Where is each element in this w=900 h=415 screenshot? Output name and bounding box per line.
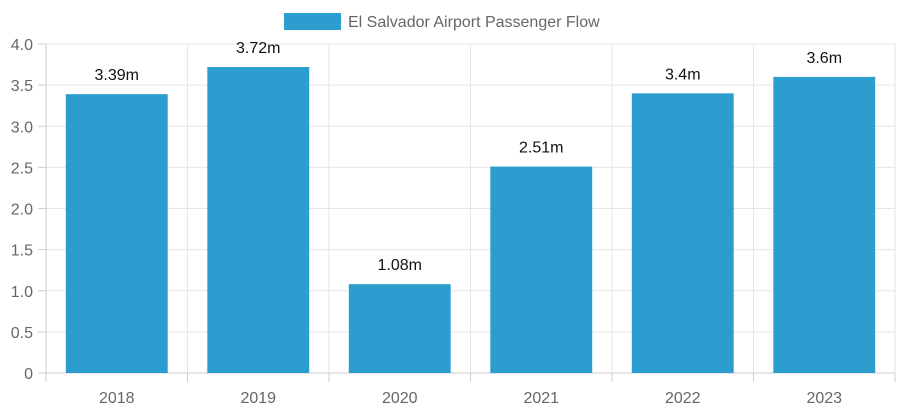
x-tick-label: 2018 xyxy=(99,390,135,407)
y-tick-label: 4.0 xyxy=(11,37,33,54)
x-tick-label: 2020 xyxy=(382,390,418,407)
x-tick-label: 2019 xyxy=(240,390,276,407)
bar-data-label: 3.39m xyxy=(95,67,139,84)
bar[interactable] xyxy=(631,93,734,373)
legend[interactable]: El Salvador Airport Passenger Flow xyxy=(284,13,600,31)
y-tick-label: 1.5 xyxy=(11,243,33,260)
legend-swatch xyxy=(284,13,341,30)
y-tick-label: 2.5 xyxy=(11,160,33,177)
bar[interactable] xyxy=(207,67,310,373)
legend-label: El Salvador Airport Passenger Flow xyxy=(348,14,600,31)
data-labels: 3.39m 3.72m 1.08m 2.51m 3.4m 3.6m xyxy=(95,40,843,274)
y-tick-label: 2.0 xyxy=(11,202,33,219)
x-tick-label: 2022 xyxy=(665,390,701,407)
bar[interactable] xyxy=(65,94,168,374)
x-axis-ticks: 2018 2019 2020 2021 2022 2023 xyxy=(99,390,842,407)
bar[interactable] xyxy=(490,166,593,373)
y-tick-label: 0.5 xyxy=(11,325,33,342)
y-tick-label: 3.0 xyxy=(11,119,33,136)
bars xyxy=(65,67,876,374)
y-tick-label: 0 xyxy=(24,366,33,383)
y-axis-ticks: 0 0.5 1.0 1.5 2.0 2.5 3.0 3.5 4.0 xyxy=(11,37,33,383)
bar-data-label: 2.51m xyxy=(519,140,563,157)
y-tick-label: 1.0 xyxy=(11,284,33,301)
axes xyxy=(38,43,896,382)
gridlines xyxy=(46,43,896,373)
y-tick-label: 3.5 xyxy=(11,78,33,95)
bar-data-label: 1.08m xyxy=(378,257,422,274)
bar-data-label: 3.6m xyxy=(806,50,842,67)
x-tick-label: 2023 xyxy=(806,390,842,407)
bar[interactable] xyxy=(773,76,876,374)
bar-data-label: 3.4m xyxy=(665,66,701,83)
bar[interactable] xyxy=(348,284,451,373)
x-tick-label: 2021 xyxy=(523,390,559,407)
bar-data-label: 3.72m xyxy=(236,40,280,57)
